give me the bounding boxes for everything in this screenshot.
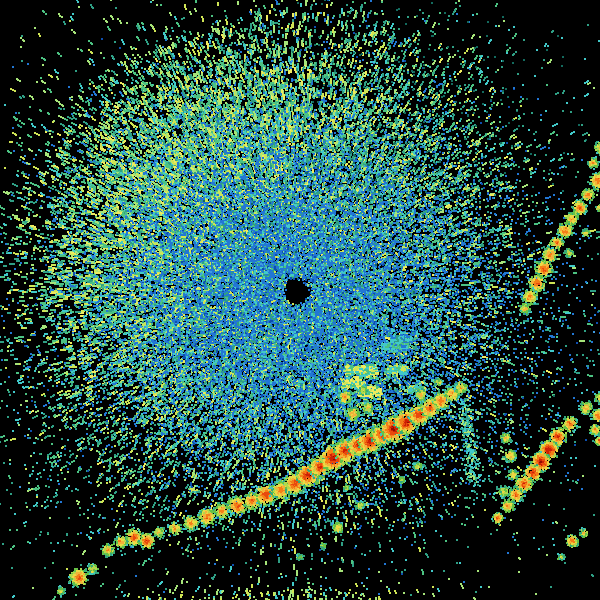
- radar-display: [0, 0, 600, 600]
- radar-reflectivity-canvas: [0, 0, 600, 600]
